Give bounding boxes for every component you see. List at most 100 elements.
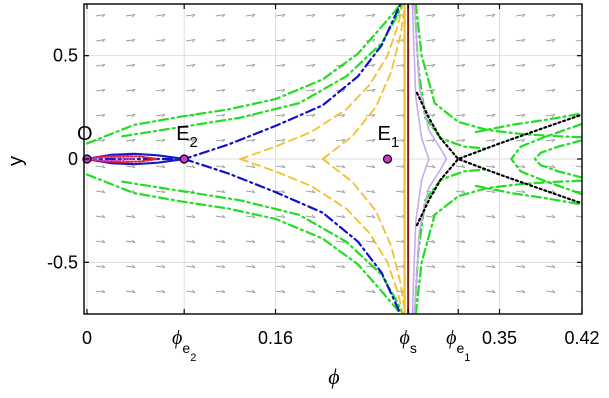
- vector-arrow-head: [491, 39, 496, 43]
- vector-arrow: [575, 215, 582, 218]
- vector-arrow: [305, 114, 316, 117]
- vector-arrow: [455, 265, 466, 268]
- vector-arrow: [455, 290, 466, 293]
- vector-arrow: [275, 240, 286, 243]
- vector-arrow: [275, 290, 286, 293]
- vector-arrow: [186, 316, 195, 318]
- vector-arrow-head: [461, 39, 466, 43]
- trajectory-gold-dashed: [239, 158, 404, 314]
- vector-arrow: [125, 39, 136, 42]
- vector-arrow: [275, 165, 286, 168]
- vector-arrow-head: [461, 239, 466, 243]
- vector-arrow: [246, 316, 255, 318]
- vector-arrow: [215, 265, 226, 268]
- vector-arrow-head: [251, 139, 256, 143]
- vector-arrow-head: [191, 64, 196, 68]
- vector-arrow: [575, 165, 582, 168]
- x-tick-label: 0.16: [258, 328, 293, 348]
- vector-arrow-head: [341, 189, 346, 193]
- vector-arrow-head: [161, 164, 166, 168]
- vector-arrow: [515, 114, 526, 117]
- vector-arrow-head: [341, 139, 346, 143]
- vector-arrow-head: [491, 89, 496, 93]
- vector-arrow: [485, 64, 496, 67]
- vector-arrow: [336, 316, 345, 318]
- vector-arrow: [365, 139, 376, 142]
- x-axis-title: ϕ: [328, 364, 339, 389]
- vector-arrow-head: [192, 315, 195, 318]
- vector-arrow-head: [521, 239, 526, 243]
- vector-arrow-head: [221, 189, 226, 193]
- trajectory-green-dashdot: [414, 179, 582, 314]
- vector-arrow: [515, 64, 526, 67]
- vector-arrow-head: [552, 315, 555, 318]
- vector-arrow-head: [551, 39, 556, 43]
- vector-arrow-head: [131, 39, 136, 43]
- vector-arrow: [545, 14, 556, 17]
- vector-arrow: [485, 14, 496, 17]
- vector-arrow-head: [341, 289, 346, 293]
- vector-arrow-head: [371, 139, 376, 143]
- vector-arrow: [365, 290, 376, 293]
- vector-arrow-head: [371, 164, 376, 168]
- vector-arrow-head: [551, 139, 556, 143]
- vector-arrow-head: [491, 114, 496, 118]
- vector-arrow-head: [551, 14, 556, 18]
- vector-arrow-head: [251, 14, 256, 18]
- vector-arrow: [215, 64, 226, 67]
- vector-arrow-head: [491, 239, 496, 243]
- trajectory-blue-dashdot: [85, 4, 402, 161]
- vector-arrow: [515, 290, 526, 293]
- trajectory-gold-dashed: [239, 4, 404, 160]
- vector-arrow: [335, 14, 346, 17]
- vector-arrow: [485, 139, 496, 142]
- critical-point: [382, 154, 393, 164]
- trajectory-green-dashdot: [121, 4, 404, 138]
- vector-arrow: [335, 290, 346, 293]
- vector-arrow-head: [431, 164, 436, 168]
- vector-arrow-head: [221, 114, 226, 118]
- vector-arrow-head: [371, 214, 376, 218]
- vector-arrow-head: [251, 289, 256, 293]
- vector-arrow-head: [281, 189, 286, 193]
- vector-arrow: [515, 39, 526, 42]
- vector-arrow-head: [341, 114, 346, 118]
- vector-arrow: [95, 89, 106, 92]
- vector-arrow: [95, 114, 106, 117]
- vector-arrow: [455, 240, 466, 243]
- trajectory-magenta-dotted: [86, 156, 135, 160]
- vector-arrow: [575, 64, 582, 67]
- vector-arrow-head: [431, 14, 436, 18]
- vector-arrow: [335, 139, 346, 142]
- vector-arrow-head: [251, 39, 256, 43]
- vector-arrow-head: [281, 139, 286, 143]
- vector-arrow-head: [461, 64, 466, 68]
- vector-arrow-head: [251, 214, 256, 218]
- vector-arrow: [95, 190, 106, 193]
- vector-arrow: [185, 89, 196, 92]
- vector-arrow: [275, 139, 286, 142]
- vector-arrow: [485, 215, 496, 218]
- vector-arrow: [335, 215, 346, 218]
- vector-arrow: [125, 265, 136, 268]
- vector-arrow-head: [101, 214, 106, 218]
- vector-arrow: [576, 316, 585, 318]
- vector-arrow-head: [131, 164, 136, 168]
- vector-arrow: [545, 39, 556, 42]
- vector-arrow: [185, 265, 196, 268]
- vector-arrow-head: [521, 14, 526, 18]
- vector-arrow-head: [162, 315, 165, 318]
- vector-arrow-head: [371, 189, 376, 193]
- vector-arrow-head: [462, 315, 465, 318]
- vector-arrow-head: [282, 315, 285, 318]
- vector-arrow: [425, 39, 436, 42]
- vector-arrow: [155, 14, 166, 17]
- vector-arrow: [425, 165, 436, 168]
- vector-arrow: [545, 139, 556, 142]
- vector-arrow-head: [281, 264, 286, 268]
- vector-arrow: [305, 14, 316, 17]
- y-tick-label: -0.5: [47, 252, 78, 272]
- vector-arrow-head: [312, 315, 315, 318]
- vector-arrow-head: [281, 289, 286, 293]
